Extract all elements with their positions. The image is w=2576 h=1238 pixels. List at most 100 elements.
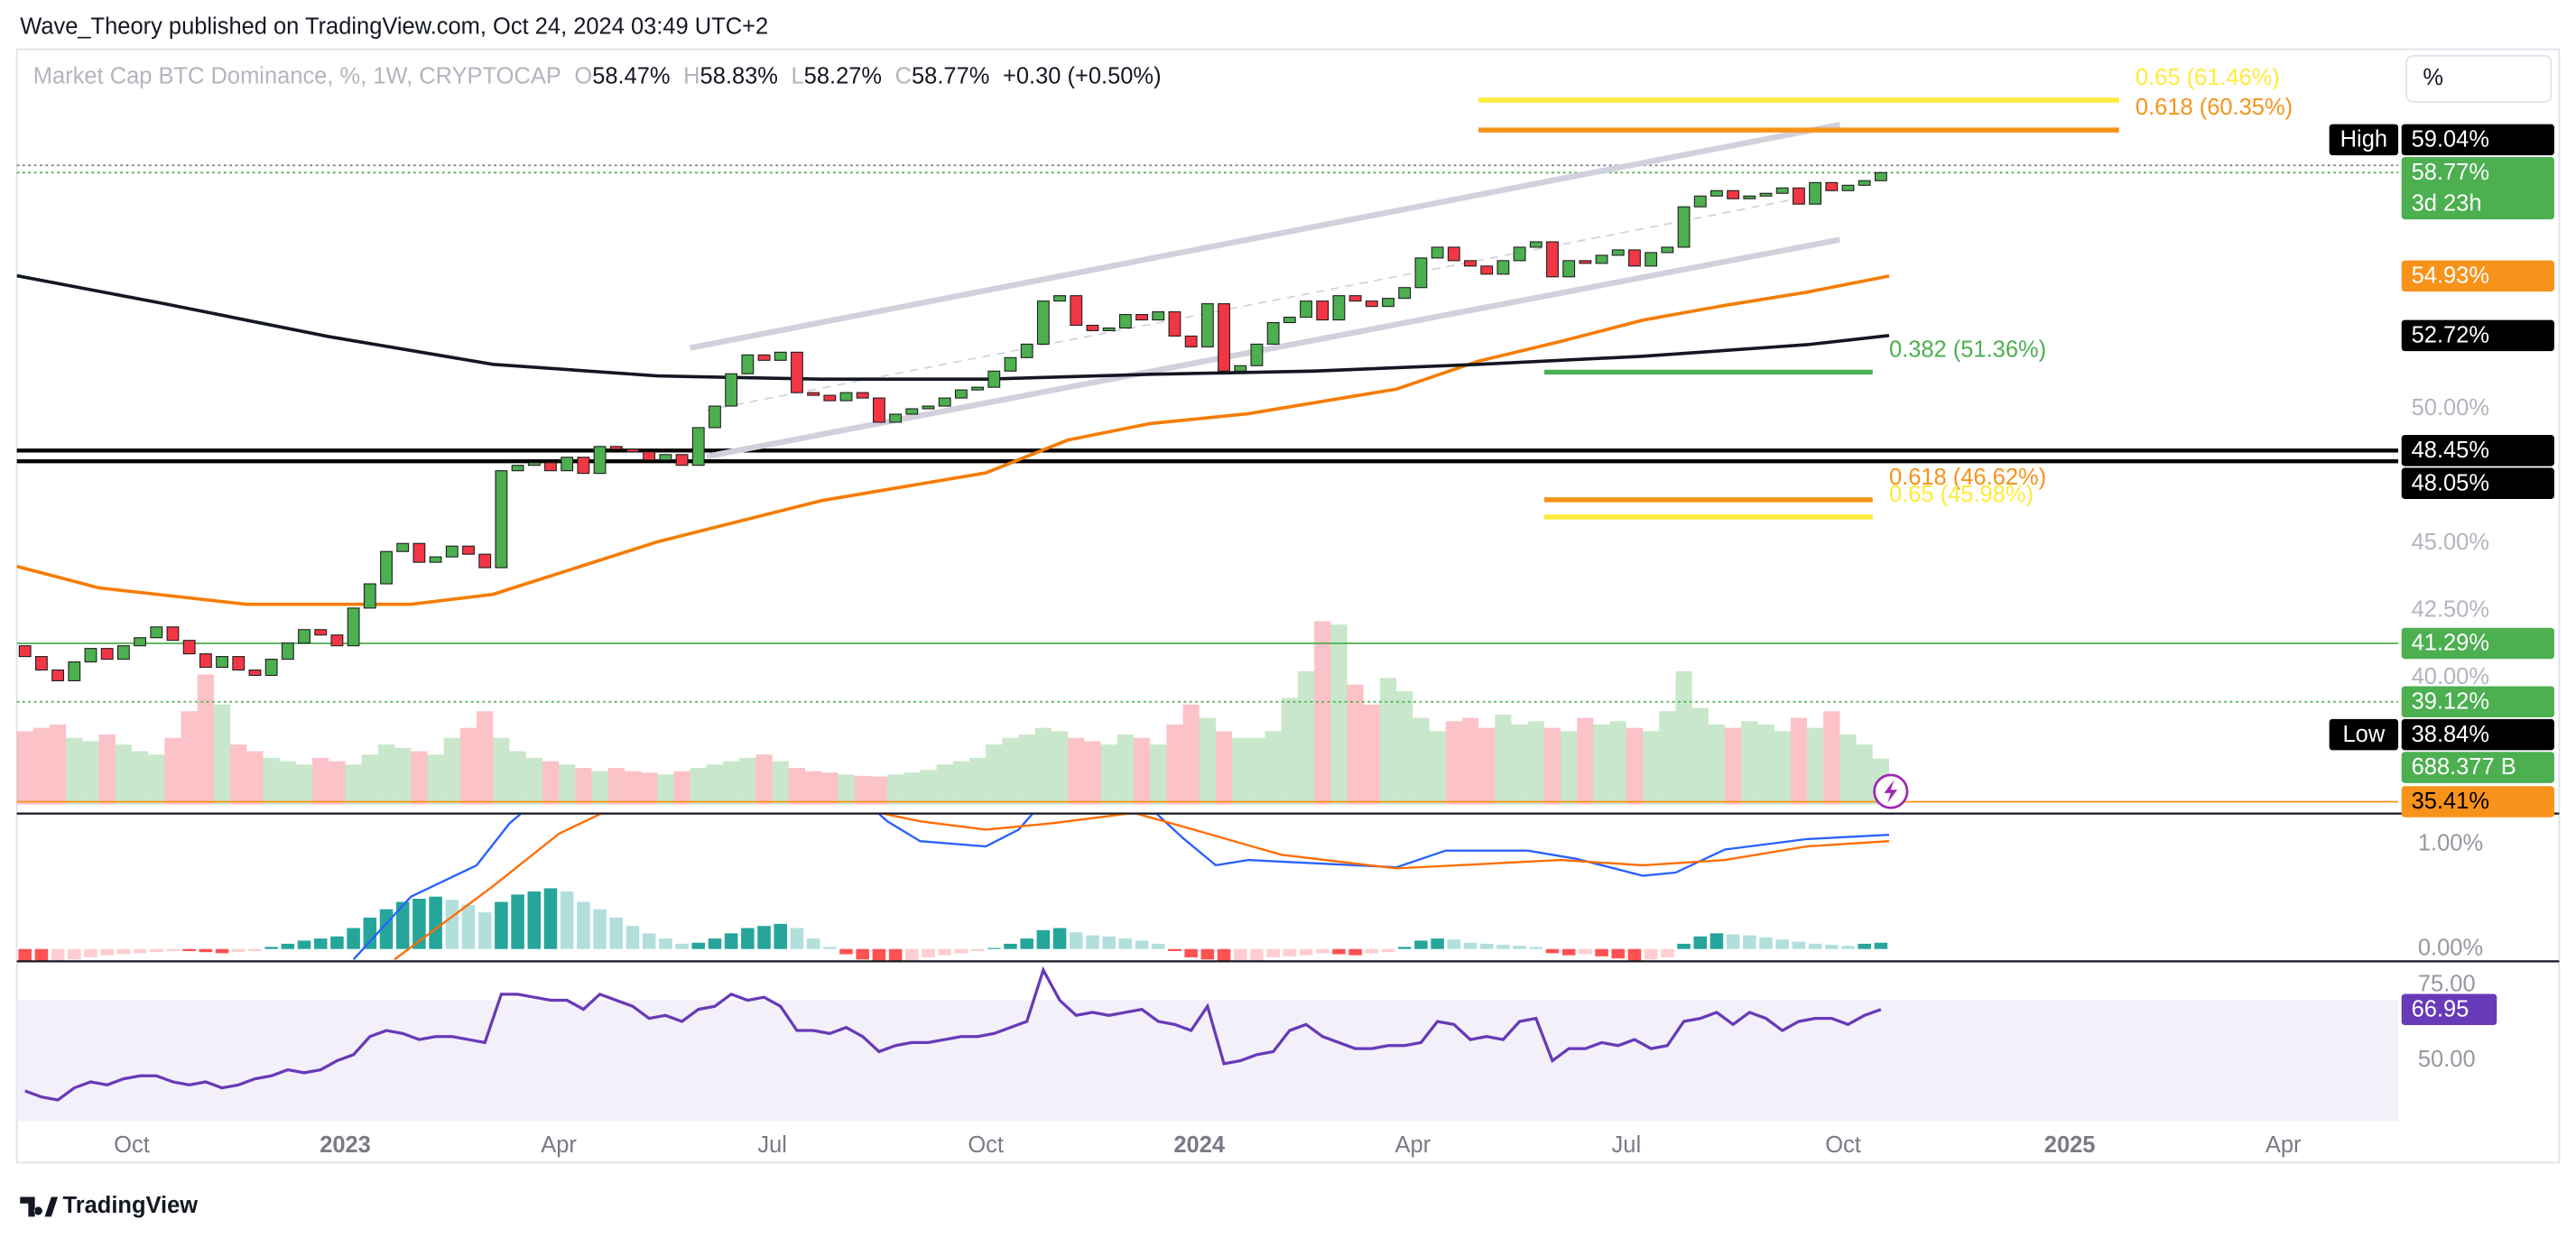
candle xyxy=(1579,260,1592,264)
price-label: 59.04% xyxy=(2412,127,2489,152)
macd-histogram-bar xyxy=(1200,948,1215,960)
macd-histogram-bar xyxy=(231,948,246,953)
candle xyxy=(1218,303,1230,372)
macd-histogram-bar xyxy=(1644,948,1658,960)
candle xyxy=(1858,180,1871,186)
volume-bar xyxy=(1823,711,1840,805)
volume-bar xyxy=(1577,717,1594,805)
candle xyxy=(1496,260,1510,275)
macd-histogram-bar xyxy=(1052,928,1067,949)
volume-bar xyxy=(1215,731,1233,805)
macd-histogram-bar xyxy=(133,948,147,954)
candle xyxy=(1611,249,1625,256)
candle xyxy=(774,351,787,361)
price-label: 41.29% xyxy=(2412,631,2489,656)
candle xyxy=(1300,300,1312,319)
candle xyxy=(1316,300,1330,321)
macd-histogram-bar xyxy=(1661,948,1674,958)
macd-histogram-bar xyxy=(1381,948,1395,953)
macd-histogram-bar xyxy=(806,938,820,949)
volume-bar xyxy=(1725,727,1742,805)
candle xyxy=(116,645,130,661)
volume-bar xyxy=(1495,714,1512,805)
volume-bar xyxy=(1084,741,1101,805)
macd-histogram-bar xyxy=(1529,947,1543,949)
volume-bar xyxy=(1790,717,1808,805)
moving-average xyxy=(16,274,1890,606)
macd-histogram-bar xyxy=(1792,941,1806,949)
volume-bar xyxy=(903,772,921,805)
volume-bar xyxy=(854,775,871,805)
ohlc-value: 58.47% xyxy=(592,63,670,88)
candle xyxy=(1070,295,1083,327)
candle xyxy=(1513,246,1526,262)
scale-button-label[interactable]: % xyxy=(2423,65,2443,90)
macd-histogram-bar xyxy=(477,912,492,949)
volume-bar xyxy=(1002,737,1019,805)
candle xyxy=(1102,327,1116,332)
candle xyxy=(1332,295,1346,321)
volume-bar xyxy=(1478,727,1496,805)
macd-histogram-bar xyxy=(675,943,689,949)
volume-bar xyxy=(459,727,477,805)
volume-bar xyxy=(1314,621,1331,805)
macd-histogram-bar xyxy=(1513,946,1526,949)
volume-bar xyxy=(181,711,198,805)
volume-bar xyxy=(755,754,773,805)
scale-button[interactable] xyxy=(2405,54,2553,103)
x-tick-label: Jul xyxy=(1612,1132,1642,1158)
macd-histogram-bar xyxy=(347,928,360,949)
volume-bar xyxy=(1232,737,1249,805)
candle xyxy=(1036,300,1050,345)
volume-bar xyxy=(641,772,658,805)
candle xyxy=(298,629,310,644)
macd-histogram-bar xyxy=(1069,932,1083,949)
macd-histogram-bar xyxy=(199,948,213,953)
candle xyxy=(1004,356,1017,372)
candle xyxy=(1529,241,1543,248)
candle xyxy=(511,465,524,472)
volume-bar xyxy=(312,757,329,805)
rsi-band xyxy=(16,1000,2399,1122)
candle xyxy=(1184,335,1198,347)
volume-bar xyxy=(821,772,839,805)
candle xyxy=(1809,181,1822,205)
x-tick-label: Oct xyxy=(968,1132,1004,1158)
macd-histogram-bar xyxy=(51,948,65,961)
volume-bar xyxy=(1445,721,1462,805)
rsi-pane xyxy=(16,965,2399,1122)
macd-histogram-bar xyxy=(1841,946,1855,949)
macd-histogram-bar xyxy=(461,904,476,949)
macd-histogram-bar xyxy=(625,926,640,949)
candle xyxy=(1841,184,1855,191)
price-tag-box xyxy=(2329,124,2399,156)
macd-histogram-bar xyxy=(1775,939,1789,949)
macd-histogram-bar xyxy=(68,948,81,960)
volume-bar xyxy=(968,757,987,805)
volume-bar xyxy=(1609,721,1626,805)
macd-histogram-bar xyxy=(1693,936,1708,949)
macd-histogram-bar xyxy=(659,938,672,949)
candle xyxy=(347,607,360,647)
macd-histogram-bar xyxy=(1743,935,1756,949)
candle xyxy=(380,550,393,585)
x-tick-label: Oct xyxy=(114,1132,150,1158)
macd-histogram-bar xyxy=(1168,948,1181,952)
fib-label: 0.65 (45.98%) xyxy=(1889,482,2034,507)
volume-bar xyxy=(1150,744,1167,805)
candle xyxy=(725,373,738,407)
volume-bar xyxy=(345,764,362,805)
price-label: 48.05% xyxy=(2412,470,2489,495)
volume-bar xyxy=(1396,691,1413,805)
macd-histogram-bar xyxy=(1118,938,1133,949)
volume-bar xyxy=(1856,744,1873,805)
volume-bar xyxy=(1511,724,1528,805)
volume-bar xyxy=(1100,744,1117,805)
candle xyxy=(1874,171,1887,181)
y-tick-label: 40.00% xyxy=(2412,664,2489,689)
volume-bar xyxy=(1626,727,1644,805)
x-tick-label: Apr xyxy=(541,1132,577,1158)
ohlc-key: H xyxy=(683,63,700,88)
volume-bar xyxy=(887,774,904,805)
macd-histogram-bar xyxy=(1151,943,1165,949)
